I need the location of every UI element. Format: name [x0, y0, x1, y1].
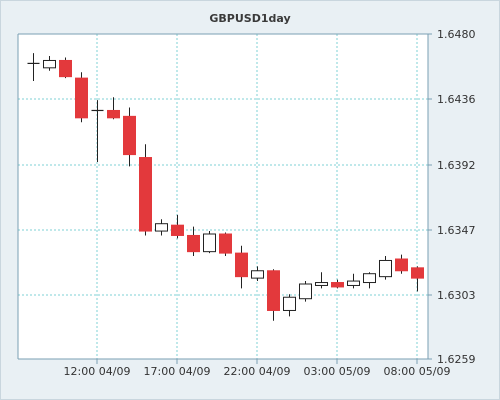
candle — [139, 144, 152, 236]
x-axis-labels: 12:00 04/09 17:00 04/09 22:00 04/09 03:00 0… — [64, 365, 451, 378]
candle — [107, 97, 120, 120]
candle-body-bullish — [43, 59, 56, 69]
y-tick-label: 1.6392 — [437, 159, 476, 172]
candle-body-bearish — [331, 282, 344, 288]
candle-body-bearish — [75, 77, 88, 119]
candle — [315, 272, 328, 289]
candle-body-bearish — [123, 115, 136, 156]
chart-title: GBPUSD1day — [209, 12, 291, 25]
x-tick-label: 22:00 04/09 — [224, 365, 291, 378]
candle — [203, 231, 216, 254]
candle-body-bearish — [59, 59, 72, 78]
candle-body-bearish — [171, 224, 184, 236]
y-tick-label: 1.6303 — [437, 289, 476, 302]
y-tick-label: 1.6259 — [437, 353, 476, 366]
candle — [123, 107, 136, 167]
candle — [91, 100, 104, 162]
x-tick-label: 08:00 05/09 — [384, 365, 451, 378]
candle — [187, 226, 200, 257]
y-tick-label: 1.6436 — [437, 93, 476, 106]
y-axis-labels: 1.6480 1.6436 1.6392 1.6347 1.6303 1.6259 — [437, 28, 476, 366]
candle-body-bullish — [379, 259, 392, 278]
y-tick-label: 1.6480 — [437, 28, 476, 41]
candle — [363, 272, 376, 289]
candle-body-bullish — [315, 282, 328, 286]
candle-body-bullish — [283, 296, 296, 311]
candle — [235, 245, 248, 289]
candle — [299, 281, 312, 302]
candle-body-bearish — [267, 270, 280, 311]
candle — [251, 266, 264, 282]
candle-body-bullish — [363, 273, 376, 284]
candle-body-bearish — [139, 157, 152, 232]
candle — [59, 57, 72, 79]
candle — [411, 266, 424, 292]
candle — [43, 56, 56, 71]
candle — [219, 232, 232, 257]
candle-body-bearish — [219, 233, 232, 254]
candle — [379, 256, 392, 280]
candle-body-bullish — [299, 283, 312, 300]
candle — [267, 269, 280, 321]
candle — [171, 214, 184, 239]
x-tick-label: 17:00 04/09 — [144, 365, 211, 378]
candles — [27, 53, 424, 321]
candle-body-bullish — [251, 270, 264, 279]
candle — [283, 294, 296, 317]
candle-body-bearish — [235, 252, 248, 278]
y-tick-label: 1.6347 — [437, 224, 476, 237]
candle-body-bullish — [155, 223, 168, 232]
candle-body-bullish — [347, 280, 360, 286]
candle-body-bullish — [203, 233, 216, 253]
candle-body-bearish — [107, 109, 120, 119]
axes — [17, 33, 432, 364]
candle-body-bearish — [411, 267, 424, 279]
candle-body-bearish — [187, 234, 200, 253]
candle-body-bearish — [395, 258, 408, 272]
x-tick-label: 12:00 04/09 — [64, 365, 131, 378]
candle — [27, 53, 40, 82]
candle — [395, 254, 408, 274]
candle — [155, 219, 168, 236]
candle — [331, 279, 344, 289]
candle — [347, 273, 360, 289]
x-tick-label: 03:00 05/09 — [304, 365, 371, 378]
candle — [75, 72, 88, 123]
